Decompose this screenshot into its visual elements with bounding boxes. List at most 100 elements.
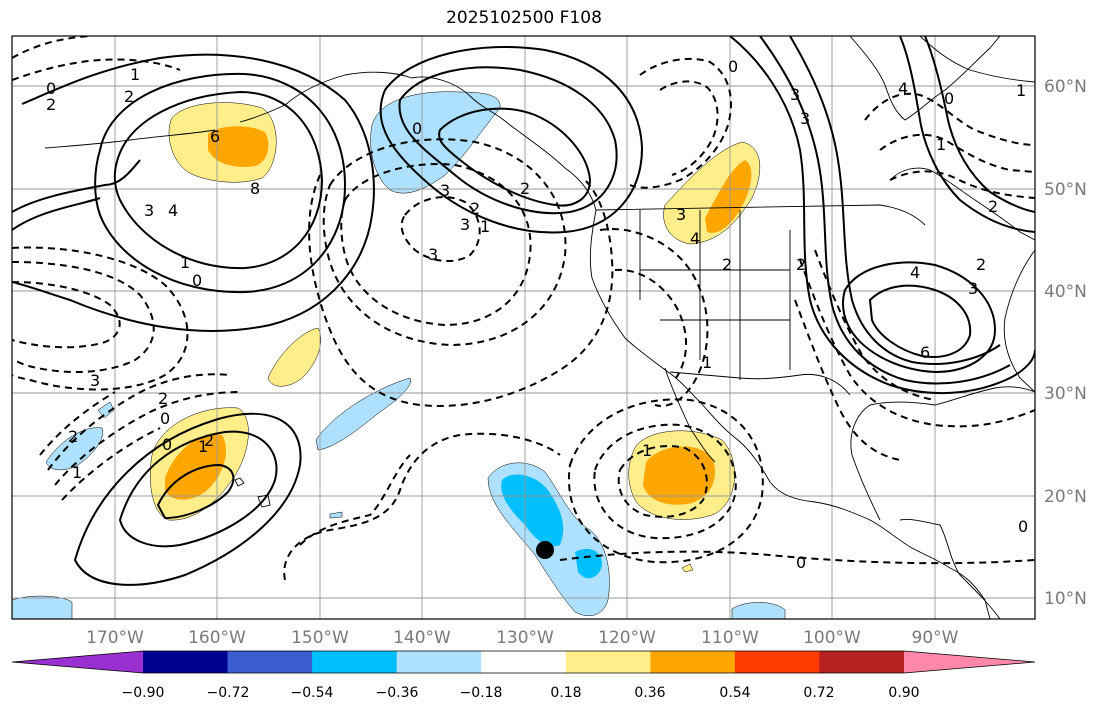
shaded-regions <box>12 91 786 619</box>
colorbar-tick-label: −0.72 <box>207 685 250 701</box>
contour-trough-center-3 <box>400 196 481 262</box>
coastlines <box>44 36 1035 619</box>
contour-label: 4 <box>898 79 908 98</box>
contour-ridge-gulf <box>398 66 618 215</box>
contour-label: 2 <box>68 427 78 446</box>
state-lines <box>639 210 791 380</box>
contour-ridge-east-3 <box>789 36 1001 365</box>
contour-ridge-east-1 <box>729 36 1035 395</box>
negative-anomaly-gulf-alaska <box>370 91 501 194</box>
lon-tick-label: 90°W <box>912 628 959 648</box>
latitude-labels: 60°N 50°N 40°N 30°N 20°N 10°N <box>1044 77 1087 609</box>
contour-label: 2 <box>988 197 998 216</box>
contour-trough-center-1 <box>340 163 532 327</box>
colorbar-outline <box>11 650 1036 674</box>
strong-negative-anomaly-subtropical <box>501 474 564 547</box>
contour-trough-northwest-3 <box>629 57 732 189</box>
positive-anomaly-central-pacific <box>267 327 322 387</box>
negative-anomaly-streak <box>315 377 411 451</box>
longitude-labels: 170°W 160°W 150°W 140°W 130°W 120°W 110°… <box>86 628 959 648</box>
contour-labels: 0 1 2 2 6 8 3 4 1 0 3 2 0 2 1 2 1 0 3 0 … <box>46 57 1028 572</box>
negative-anomaly-bottom-left <box>12 595 73 619</box>
colorbar-tick-label: −0.90 <box>122 685 165 701</box>
contour-label: 2 <box>520 179 530 198</box>
contour-trough-hawaii-4 <box>39 391 116 456</box>
east-coast <box>1003 249 1035 393</box>
contour-north-1 <box>12 36 91 59</box>
contour-trough-center-outer <box>308 174 614 407</box>
contour-label: 4 <box>168 201 178 220</box>
contour-label: 2 <box>976 255 986 274</box>
contour-label: 1 <box>180 253 190 272</box>
contour-label: 6 <box>920 343 930 362</box>
contour-label: 4 <box>910 263 920 282</box>
colorbar-tick-label: −0.36 <box>376 685 419 701</box>
contour-label: 0 <box>728 57 738 76</box>
contour-label: 2 <box>796 255 806 274</box>
contour-trough-hawaii-3 <box>61 427 161 501</box>
contour-label: 1 <box>936 135 946 154</box>
contour-label: 3 <box>428 245 438 264</box>
lat-tick-label: 30°N <box>1044 384 1087 404</box>
contour-label: 0 <box>1018 517 1028 536</box>
map-frame <box>11 35 1036 620</box>
colorbar-tick-label: −0.18 <box>460 685 503 701</box>
colorbar-tick-label: −0.54 <box>291 685 334 701</box>
canada-border <box>595 204 926 226</box>
contour-label: 6 <box>210 127 220 146</box>
negative-anomaly-tiny <box>329 511 343 519</box>
contour-ridge-gulf-2 <box>379 45 644 234</box>
contour-label: 4 <box>690 229 700 248</box>
contour-ridge-hawaii-1 <box>118 430 278 548</box>
colorbar-tick-label: 0.90 <box>888 685 919 701</box>
contour-ridge-aleutian-2 <box>94 72 347 294</box>
colorbar-tick-label: 0.54 <box>719 685 750 701</box>
contour-ridge-east-2 <box>759 36 1011 385</box>
gulf-coast <box>850 386 1035 521</box>
contour-zero-mid <box>299 454 411 546</box>
colorbar-swatch <box>227 651 313 673</box>
colorbar-ticks: −0.90 −0.72 −0.54 −0.36 −0.18 0.18 0.36 … <box>122 685 920 701</box>
central-america <box>899 519 1001 619</box>
contour-trough-east-dashed-6 <box>794 299 901 461</box>
solid-contours <box>12 36 1035 586</box>
contour-trough-east-dashed-2 <box>879 133 1035 173</box>
contour-label: 0 <box>160 409 170 428</box>
colorbar-extend-low <box>12 651 143 673</box>
contour-label: 1 <box>198 437 208 456</box>
contour-label: 2 <box>46 95 56 114</box>
negative-anomaly-bottom-right <box>731 602 786 619</box>
contour-label: 0 <box>796 553 806 572</box>
contour-ridge-aleutian-3 <box>12 53 375 332</box>
contour-trough-hawaii-2 <box>54 391 241 486</box>
hudson-bay <box>889 167 1035 241</box>
contour-label: 3 <box>800 109 810 128</box>
colorbar-swatch <box>143 651 229 673</box>
contour-label: 1 <box>702 353 712 372</box>
strong-negative-anomaly-small <box>575 548 603 579</box>
contour-label: 2 <box>722 255 732 274</box>
positive-anomaly-small <box>681 563 694 573</box>
contour-ridge-northeast <box>899 36 1035 233</box>
contour-trough-east-high-2 <box>868 284 972 358</box>
lon-tick-label: 160°W <box>188 628 246 648</box>
greenland-coast <box>849 36 1001 121</box>
contour-trough-coast-1 <box>599 228 709 407</box>
contour-label: 3 <box>676 205 686 224</box>
colorbar-swatch <box>312 651 398 673</box>
positive-anomaly-idaho <box>663 141 761 245</box>
contour-low-mexico-3 <box>617 445 708 518</box>
lat-tick-label: 20°N <box>1044 487 1087 507</box>
contour-label: 3 <box>790 85 800 104</box>
contour-label: 1 <box>480 217 490 236</box>
colorbar <box>11 650 1036 674</box>
contour-label: 0 <box>944 89 954 108</box>
strong-anomaly-aleutian <box>208 126 269 167</box>
contour-trough-west-1 <box>12 246 189 391</box>
us-mexico-border <box>669 371 851 396</box>
contour-label: 3 <box>440 181 450 200</box>
lon-tick-label: 100°W <box>803 628 861 648</box>
contour-label: 3 <box>144 201 154 220</box>
colorbar-extend-high <box>904 651 1035 673</box>
contour-ridge-gulf-3 <box>438 107 592 207</box>
